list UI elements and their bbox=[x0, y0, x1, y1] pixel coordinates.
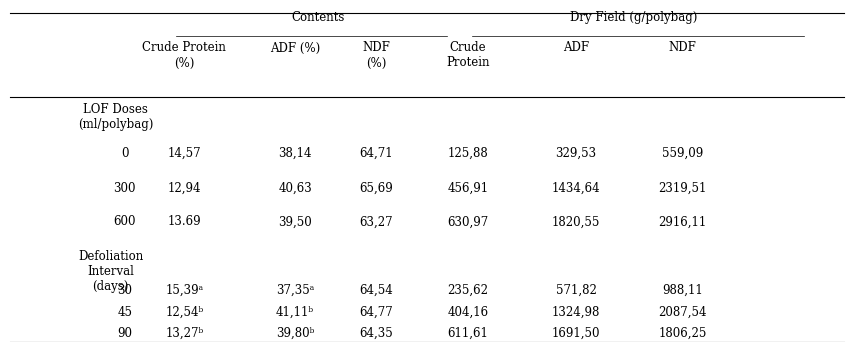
Text: 630,97: 630,97 bbox=[447, 215, 488, 228]
Text: 41,11ᵇ: 41,11ᵇ bbox=[276, 306, 314, 319]
Text: ADF: ADF bbox=[562, 41, 589, 54]
Text: 1434,64: 1434,64 bbox=[551, 182, 600, 195]
Text: NDF: NDF bbox=[668, 41, 695, 54]
Text: 329,53: 329,53 bbox=[554, 147, 596, 160]
Text: 235,62: 235,62 bbox=[447, 284, 488, 297]
Text: 1691,50: 1691,50 bbox=[551, 327, 600, 340]
Text: Crude
Protein: Crude Protein bbox=[445, 41, 489, 69]
Text: 64,35: 64,35 bbox=[358, 327, 392, 340]
Text: 14,57: 14,57 bbox=[167, 147, 201, 160]
Text: 64,54: 64,54 bbox=[358, 284, 392, 297]
Text: Defoliation
Interval
(days): Defoliation Interval (days) bbox=[78, 250, 143, 293]
Text: 300: 300 bbox=[113, 182, 136, 195]
Text: Crude Protein
(%): Crude Protein (%) bbox=[142, 41, 226, 69]
Text: 125,88: 125,88 bbox=[447, 147, 488, 160]
Text: Dry Field (g/polybag): Dry Field (g/polybag) bbox=[570, 11, 697, 24]
Text: 39,50: 39,50 bbox=[278, 215, 311, 228]
Text: 571,82: 571,82 bbox=[554, 284, 595, 297]
Text: 404,16: 404,16 bbox=[447, 306, 488, 319]
Text: 0: 0 bbox=[121, 147, 129, 160]
Text: 90: 90 bbox=[117, 327, 132, 340]
Text: 15,39ᵃ: 15,39ᵃ bbox=[165, 284, 203, 297]
Text: 1806,25: 1806,25 bbox=[658, 327, 705, 340]
Text: 13.69: 13.69 bbox=[167, 215, 201, 228]
Text: 38,14: 38,14 bbox=[278, 147, 311, 160]
Text: LOF Doses
(ml/polybag): LOF Doses (ml/polybag) bbox=[78, 103, 154, 131]
Text: ADF (%): ADF (%) bbox=[270, 41, 320, 54]
Text: 1324,98: 1324,98 bbox=[551, 306, 600, 319]
Text: 13,27ᵇ: 13,27ᵇ bbox=[165, 327, 203, 340]
Text: 2087,54: 2087,54 bbox=[658, 306, 705, 319]
Text: 39,80ᵇ: 39,80ᵇ bbox=[276, 327, 314, 340]
Text: 456,91: 456,91 bbox=[447, 182, 488, 195]
Text: Contents: Contents bbox=[291, 11, 344, 24]
Text: 45: 45 bbox=[117, 306, 132, 319]
Text: 63,27: 63,27 bbox=[359, 215, 392, 228]
Text: 2319,51: 2319,51 bbox=[658, 182, 705, 195]
Text: 64,71: 64,71 bbox=[359, 147, 392, 160]
Text: 30: 30 bbox=[117, 284, 132, 297]
Text: NDF
(%): NDF (%) bbox=[362, 41, 390, 69]
Text: 40,63: 40,63 bbox=[278, 182, 311, 195]
Text: 988,11: 988,11 bbox=[661, 284, 702, 297]
Text: 559,09: 559,09 bbox=[661, 147, 702, 160]
Text: 611,61: 611,61 bbox=[447, 327, 488, 340]
Text: 12,54ᵇ: 12,54ᵇ bbox=[165, 306, 203, 319]
Text: 65,69: 65,69 bbox=[358, 182, 392, 195]
Text: 600: 600 bbox=[113, 215, 136, 228]
Text: 2916,11: 2916,11 bbox=[658, 215, 705, 228]
Text: 37,35ᵃ: 37,35ᵃ bbox=[276, 284, 314, 297]
Text: 64,77: 64,77 bbox=[358, 306, 392, 319]
Text: 12,94: 12,94 bbox=[167, 182, 201, 195]
Text: 1820,55: 1820,55 bbox=[551, 215, 600, 228]
